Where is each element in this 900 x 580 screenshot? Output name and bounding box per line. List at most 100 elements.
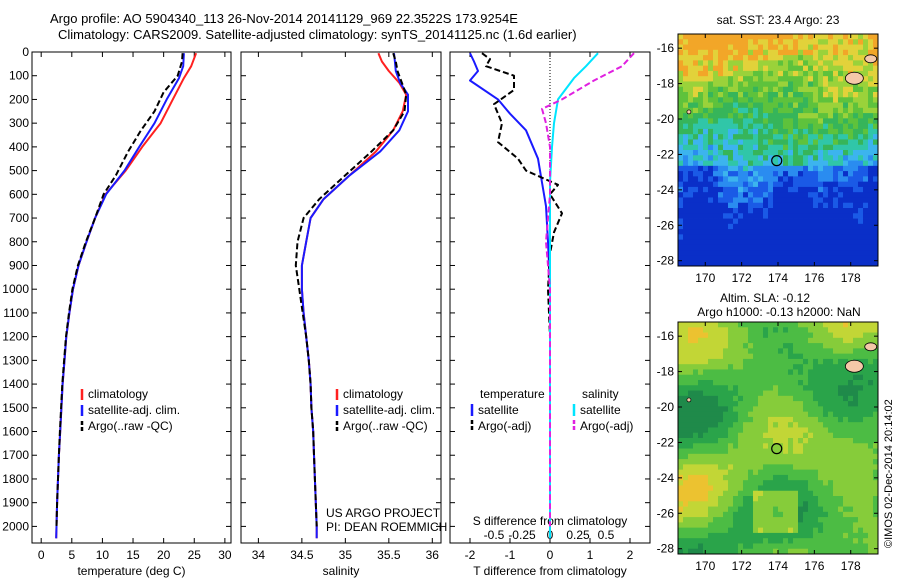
- map-cell: [828, 55, 834, 61]
- map-cell: [823, 244, 829, 251]
- map-cell: [758, 123, 764, 130]
- map-cell: [813, 44, 819, 51]
- map-cell: [718, 250, 724, 256]
- map-cell: [738, 39, 744, 45]
- map-cell: [863, 453, 869, 460]
- map-cell: [713, 538, 719, 544]
- map-cell: [738, 432, 744, 439]
- map-cell: [818, 123, 824, 130]
- map-cell: [698, 60, 704, 67]
- map-cell: [818, 134, 824, 140]
- map-cell: [768, 70, 774, 77]
- map-cell: [798, 385, 804, 391]
- map-cell: [713, 464, 719, 471]
- map-cell: [808, 358, 814, 365]
- map-cell: [683, 480, 689, 486]
- map-cell: [728, 416, 734, 423]
- map-cell: [833, 134, 839, 140]
- map-cell: [708, 496, 714, 502]
- map-cell: [803, 181, 809, 188]
- map-cell: [853, 422, 859, 428]
- map-cell: [778, 150, 784, 156]
- map-cell: [768, 229, 774, 235]
- map-cell: [703, 160, 709, 167]
- map-cell: [703, 102, 709, 109]
- map-cell: [798, 348, 804, 355]
- map-cell: [813, 34, 819, 40]
- map-cell: [698, 343, 704, 349]
- map-cell: [773, 113, 779, 119]
- map-cell: [748, 501, 754, 507]
- map-cell: [758, 244, 764, 251]
- map-cell: [768, 348, 774, 355]
- map-cell: [703, 144, 709, 151]
- map-cell: [843, 60, 849, 67]
- map-cell: [698, 123, 704, 130]
- credit-pi: PI: DEAN ROEMMICH: [326, 520, 447, 534]
- map-cell: [858, 107, 864, 114]
- map-cell: [868, 395, 874, 402]
- map-cell: [778, 474, 784, 481]
- map-cell: [788, 416, 794, 423]
- map-cell: [763, 118, 769, 125]
- y-tick-label: -20: [657, 112, 675, 126]
- map-cell: [823, 208, 829, 214]
- map-cell: [803, 176, 809, 183]
- map-cell: [698, 369, 704, 376]
- map-cell: [738, 86, 744, 93]
- map-cell: [828, 76, 834, 82]
- map-cell: [723, 128, 729, 135]
- map-cell: [773, 438, 779, 444]
- map-cell: [813, 390, 819, 397]
- map-cell: [753, 501, 759, 507]
- map-cell: [828, 327, 834, 333]
- map-cell: [733, 171, 739, 177]
- map-cell: [868, 485, 874, 492]
- map-cell: [693, 49, 699, 56]
- map-cell: [758, 380, 764, 386]
- map-cell: [678, 197, 684, 204]
- map-cell: [868, 160, 874, 167]
- map-cell: [718, 34, 724, 40]
- map-cell: [813, 102, 819, 109]
- map-cell: [843, 548, 849, 555]
- map-cell: [818, 76, 824, 82]
- map-cell: [778, 469, 784, 476]
- map-cell: [853, 102, 859, 109]
- map-cell: [853, 86, 859, 93]
- map-cell: [728, 123, 734, 130]
- map-cell: [848, 348, 854, 355]
- map-cell: [688, 548, 694, 555]
- map-cell: [778, 34, 784, 40]
- map-cell: [768, 432, 774, 439]
- map-cell: [683, 165, 689, 172]
- map-cell: [768, 165, 774, 172]
- map-cell: [868, 165, 874, 172]
- map-cell: [863, 97, 869, 103]
- map-cell: [683, 427, 689, 434]
- map-cell: [773, 469, 779, 476]
- map-cell: [813, 76, 819, 82]
- map-cell: [793, 160, 799, 167]
- map-cell: [783, 543, 789, 550]
- map-cell: [873, 197, 879, 204]
- map-cell: [698, 244, 704, 251]
- map-cell: [733, 102, 739, 109]
- map-cell: [873, 60, 879, 67]
- map-cell: [853, 255, 859, 262]
- map-cell: [833, 322, 839, 328]
- map-cell: [828, 134, 834, 140]
- map-cell: [813, 134, 819, 140]
- map-cell: [858, 92, 864, 98]
- map-cell: [758, 438, 764, 444]
- map-cell: [803, 260, 809, 267]
- map-cell: [813, 81, 819, 88]
- map-cell: [723, 538, 729, 544]
- map-cell: [798, 118, 804, 125]
- map-cell: [808, 522, 814, 529]
- map-cell: [813, 218, 819, 225]
- map-cell: [843, 229, 849, 235]
- map-cell: [763, 448, 769, 455]
- map-cell: [698, 380, 704, 386]
- map-cell: [833, 432, 839, 439]
